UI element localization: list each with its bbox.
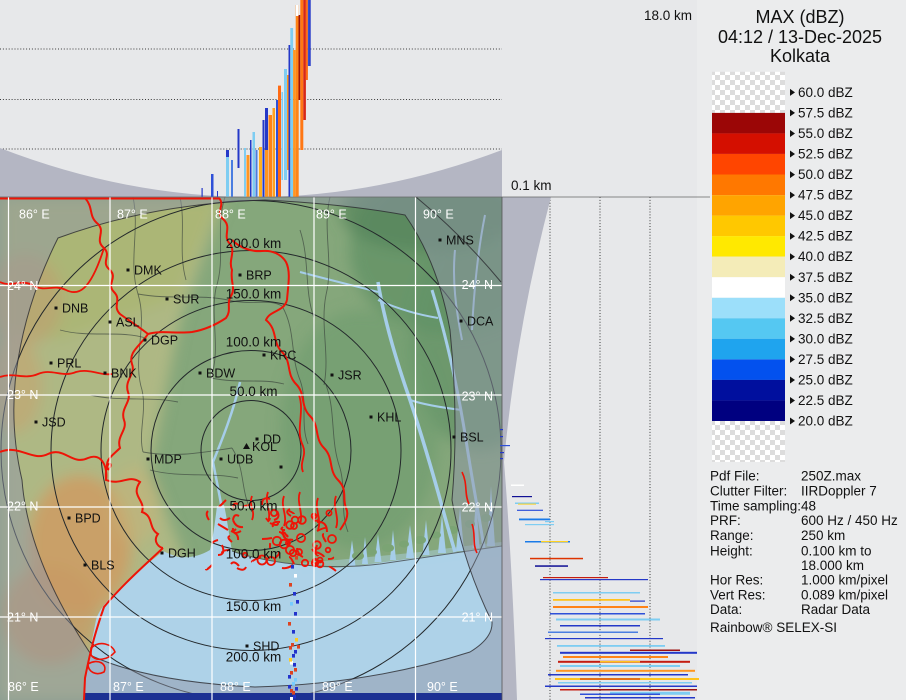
- svg-text:89° E: 89° E: [322, 680, 353, 694]
- svg-text:24° N: 24° N: [462, 278, 493, 292]
- svg-text:22° N: 22° N: [462, 501, 493, 515]
- svg-text:KHL: KHL: [377, 411, 401, 425]
- svg-text:47.5 dBZ: 47.5 dBZ: [798, 188, 853, 203]
- svg-text:BLS: BLS: [91, 559, 115, 573]
- svg-text:35.0 dBZ: 35.0 dBZ: [798, 290, 853, 305]
- svg-text:JSD: JSD: [42, 416, 66, 430]
- svg-text:200.0 km: 200.0 km: [226, 236, 282, 251]
- svg-text:BNK: BNK: [111, 367, 137, 381]
- svg-text:50.0 dBZ: 50.0 dBZ: [798, 167, 853, 182]
- svg-text:DNB: DNB: [62, 302, 88, 316]
- svg-text:23° N: 23° N: [7, 388, 38, 402]
- svg-text:100.0 km: 100.0 km: [226, 547, 282, 562]
- svg-text:150.0 km: 150.0 km: [226, 599, 282, 614]
- svg-text:24° N: 24° N: [7, 279, 38, 293]
- svg-text:DCA: DCA: [467, 315, 494, 329]
- svg-text:0.1 km: 0.1 km: [511, 178, 552, 193]
- svg-text:150.0 km: 150.0 km: [226, 287, 282, 302]
- svg-text:42.5 dBZ: 42.5 dBZ: [798, 229, 853, 244]
- svg-text:Height:: Height:: [710, 543, 753, 558]
- svg-text:40.0 dBZ: 40.0 dBZ: [798, 249, 853, 264]
- svg-text:89° E: 89° E: [316, 208, 347, 222]
- svg-text:UDB: UDB: [227, 453, 253, 467]
- svg-text:52.5 dBZ: 52.5 dBZ: [798, 147, 853, 162]
- svg-text:DMK: DMK: [134, 264, 162, 278]
- svg-text:600 Hz / 450 Hz: 600 Hz / 450 Hz: [801, 513, 898, 528]
- svg-text:21° N: 21° N: [7, 611, 38, 625]
- svg-text:Pdf File:: Pdf File:: [710, 469, 760, 484]
- svg-text:DGH: DGH: [168, 547, 196, 561]
- svg-text:250Z.max: 250Z.max: [801, 469, 861, 484]
- svg-text:SUR: SUR: [173, 293, 199, 307]
- svg-text:37.5 dBZ: 37.5 dBZ: [798, 270, 853, 285]
- svg-text:Data:: Data:: [710, 602, 742, 617]
- svg-text:PRL: PRL: [57, 357, 81, 371]
- svg-text:22.5 dBZ: 22.5 dBZ: [798, 393, 853, 408]
- svg-text:Range:: Range:: [710, 528, 754, 543]
- svg-text:Vert Res:: Vert Res:: [710, 588, 766, 603]
- svg-text:25.0 dBZ: 25.0 dBZ: [798, 372, 853, 387]
- svg-text:27.5 dBZ: 27.5 dBZ: [798, 352, 853, 367]
- svg-text:BSL: BSL: [460, 431, 484, 445]
- svg-text:60.0 dBZ: 60.0 dBZ: [798, 85, 853, 100]
- svg-text:Time sampling:: Time sampling:: [710, 498, 801, 513]
- svg-text:87° E: 87° E: [113, 680, 144, 694]
- svg-text:21° N: 21° N: [462, 611, 493, 625]
- svg-text:BRP: BRP: [246, 269, 272, 283]
- svg-text:22° N: 22° N: [7, 500, 38, 514]
- svg-text:0.089 km/pixel: 0.089 km/pixel: [801, 588, 888, 603]
- svg-text:18.000 km: 18.000 km: [801, 558, 864, 573]
- svg-text:55.0 dBZ: 55.0 dBZ: [798, 126, 853, 141]
- svg-text:200.0 km: 200.0 km: [226, 650, 282, 665]
- svg-text:18.0 km: 18.0 km: [644, 8, 692, 23]
- svg-text:BPD: BPD: [75, 512, 101, 526]
- svg-text:ASL: ASL: [116, 316, 140, 330]
- svg-text:KRC: KRC: [270, 349, 296, 363]
- svg-text:30.0 dBZ: 30.0 dBZ: [798, 331, 853, 346]
- svg-text:JSR: JSR: [338, 369, 362, 383]
- svg-text:86° E: 86° E: [8, 680, 39, 694]
- svg-text:90° E: 90° E: [427, 680, 458, 694]
- svg-text:Hor Res:: Hor Res:: [710, 573, 763, 588]
- svg-text:Clutter Filter:: Clutter Filter:: [710, 484, 787, 499]
- svg-text:48: 48: [801, 498, 816, 513]
- svg-text:50.0 km: 50.0 km: [229, 384, 277, 399]
- svg-text:MNS: MNS: [446, 234, 474, 248]
- svg-text:Radar Data: Radar Data: [801, 602, 871, 617]
- svg-text:87° E: 87° E: [117, 208, 148, 222]
- svg-text:KOL: KOL: [252, 440, 277, 454]
- svg-text:1.000 km/pixel: 1.000 km/pixel: [801, 573, 888, 588]
- svg-text:DGP: DGP: [151, 334, 178, 348]
- svg-text:90° E: 90° E: [423, 208, 454, 222]
- svg-text:MDP: MDP: [154, 453, 182, 467]
- svg-text:0.100 km to: 0.100 km to: [801, 543, 872, 558]
- svg-text:Rainbow® SELEX-SI: Rainbow® SELEX-SI: [710, 620, 837, 635]
- svg-text:57.5 dBZ: 57.5 dBZ: [798, 105, 853, 120]
- svg-text:MAX (dBZ): MAX (dBZ): [755, 7, 844, 27]
- svg-text:23° N: 23° N: [462, 390, 493, 404]
- svg-text:DD: DD: [263, 433, 281, 447]
- svg-text:86° E: 86° E: [19, 208, 50, 222]
- svg-text:45.0 dBZ: 45.0 dBZ: [798, 208, 853, 223]
- svg-text:20.0 dBZ: 20.0 dBZ: [798, 414, 853, 429]
- svg-text:50.0 km: 50.0 km: [229, 499, 277, 514]
- svg-text:88° E: 88° E: [220, 680, 251, 694]
- svg-text:SHD: SHD: [253, 640, 279, 654]
- svg-text:04:12 / 13-Dec-2025: 04:12 / 13-Dec-2025: [718, 27, 882, 47]
- svg-text:IIRDoppler 7: IIRDoppler 7: [801, 484, 877, 499]
- svg-text:Kolkata: Kolkata: [770, 46, 831, 66]
- svg-text:100.0 km: 100.0 km: [226, 335, 282, 350]
- svg-text:PRF:: PRF:: [710, 513, 741, 528]
- svg-text:BDW: BDW: [206, 367, 235, 381]
- svg-text:88° E: 88° E: [215, 208, 246, 222]
- svg-text:32.5 dBZ: 32.5 dBZ: [798, 311, 853, 326]
- svg-text:250 km: 250 km: [801, 528, 845, 543]
